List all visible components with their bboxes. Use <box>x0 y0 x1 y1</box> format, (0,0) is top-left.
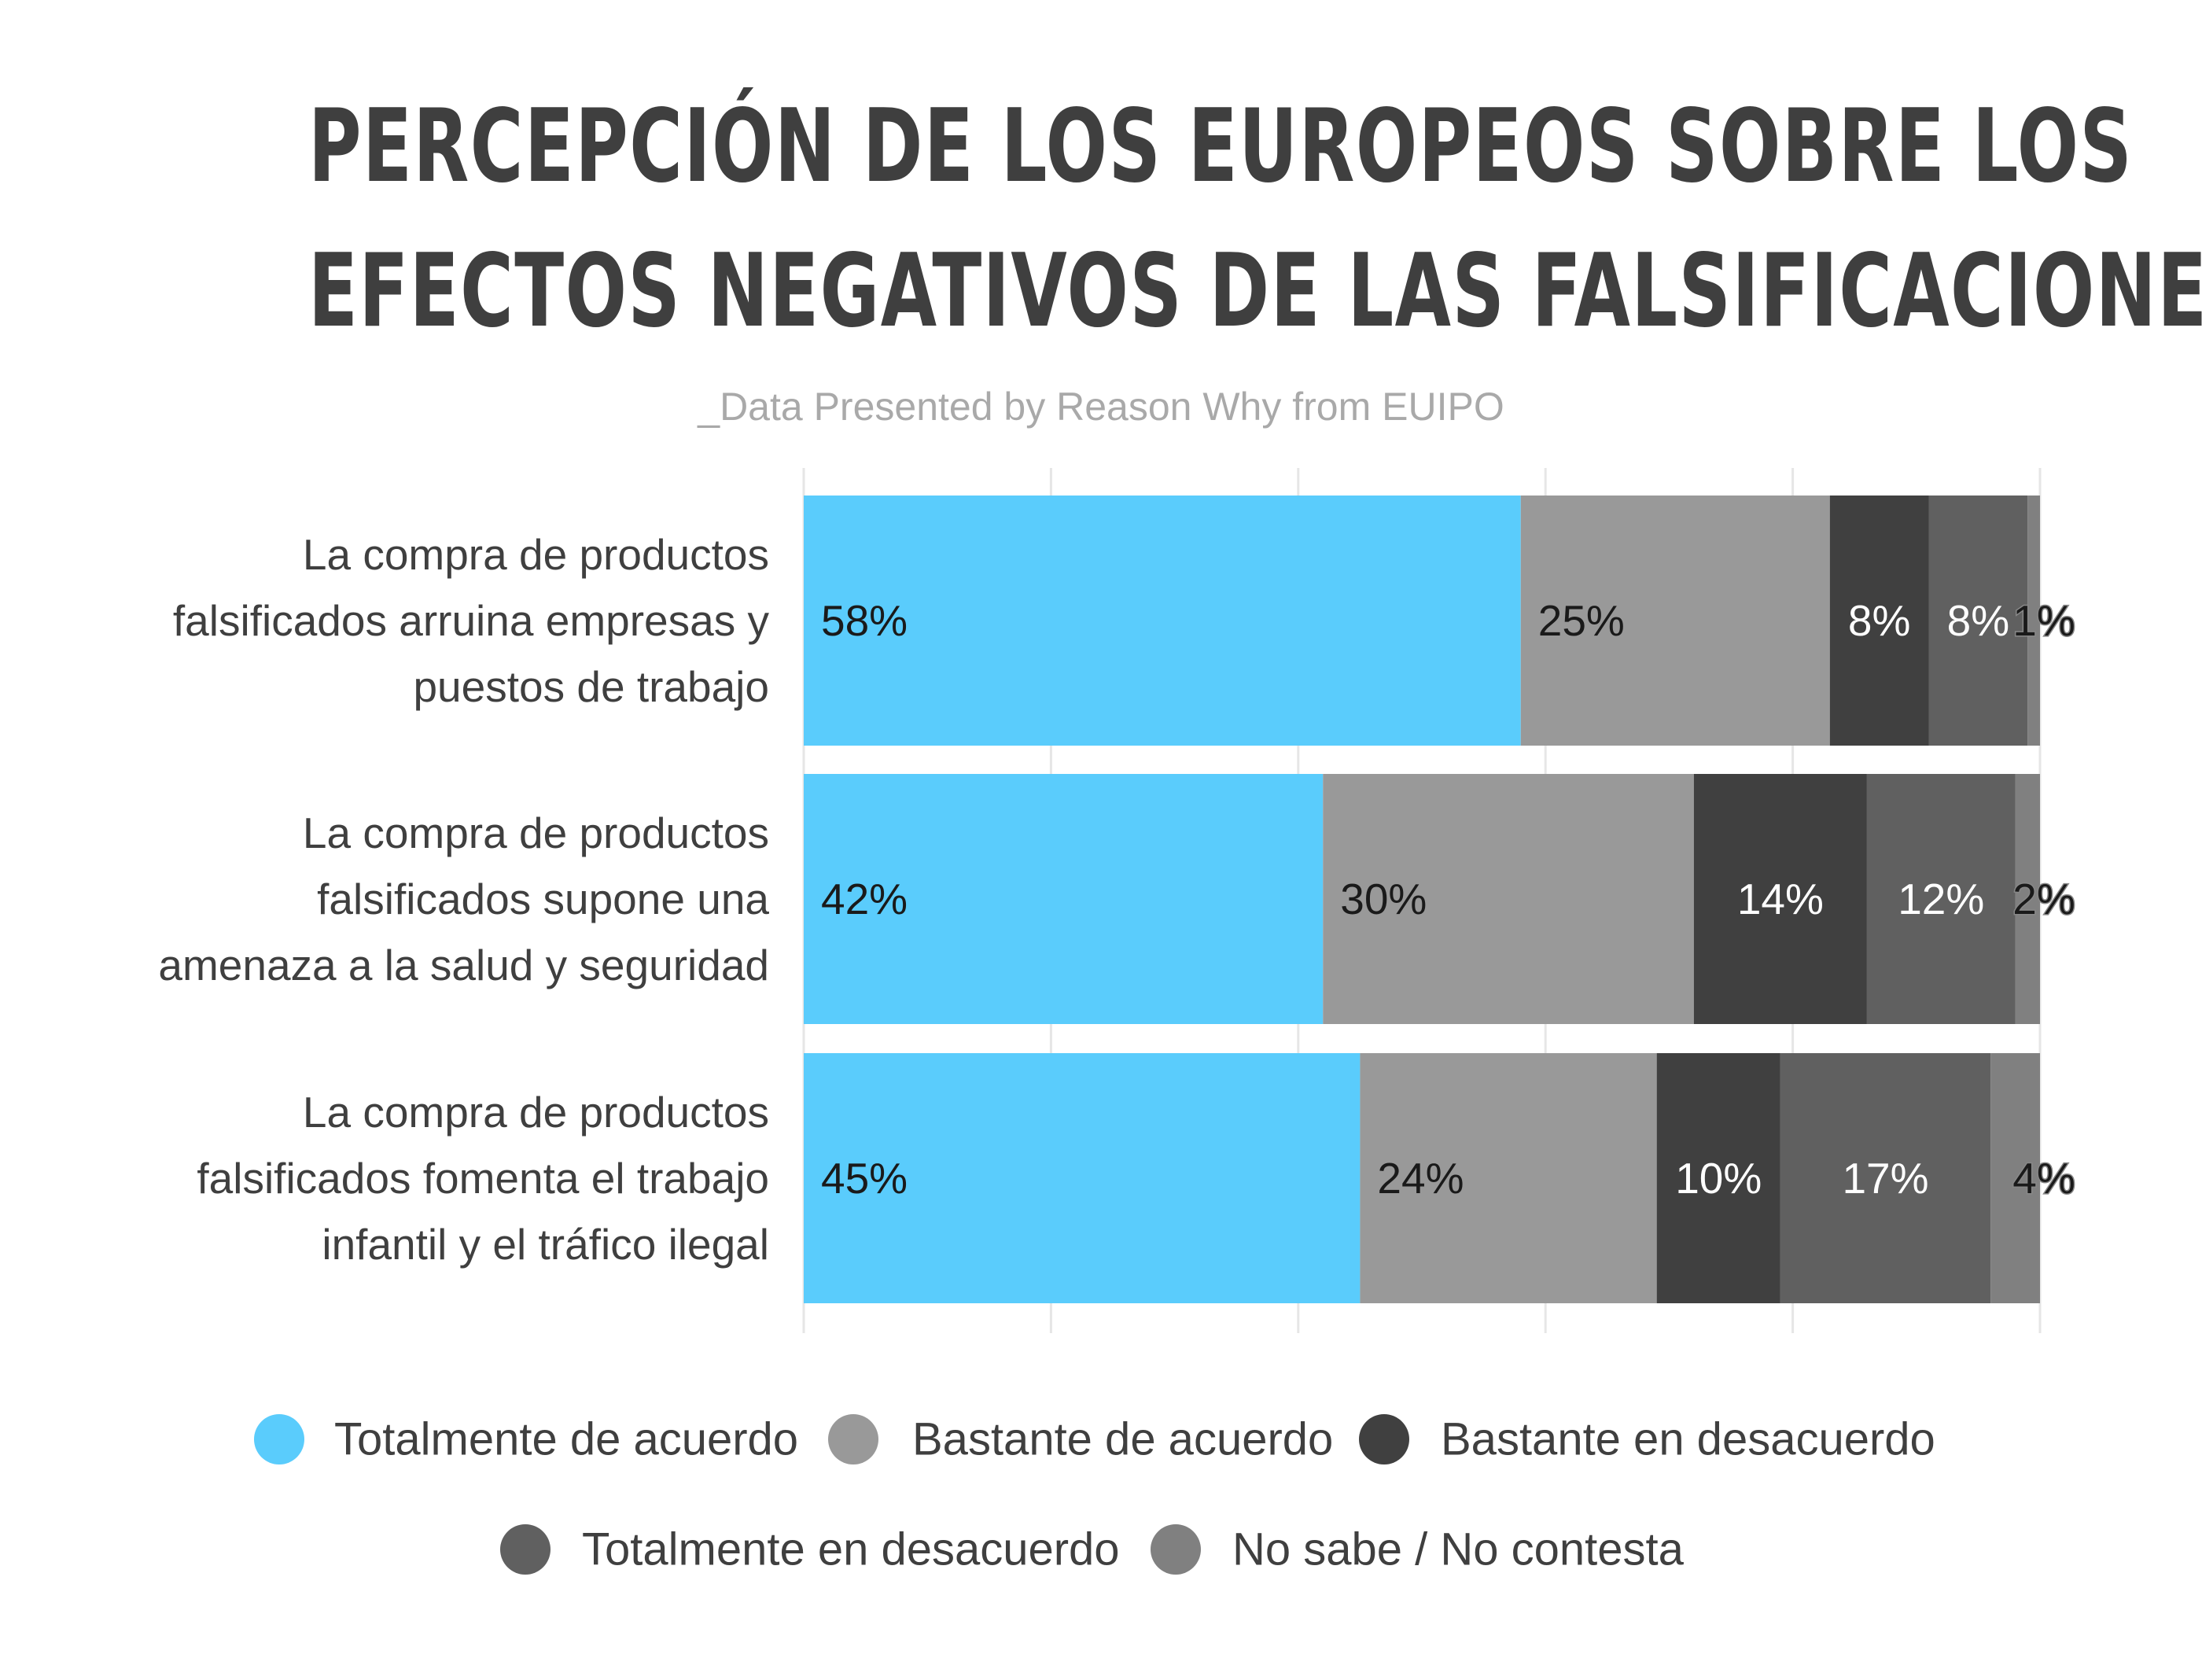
legend-label: Totalmente de acuerdo <box>334 1414 798 1465</box>
category-label: La compra de productos <box>303 1088 769 1137</box>
bar-segment <box>1928 496 2028 746</box>
value-label: 45% <box>821 1154 908 1203</box>
legend-label: No sabe / No contesta <box>1232 1524 1685 1575</box>
value-label: 4% <box>2012 1154 2075 1203</box>
category-label: La compra de productos <box>303 809 769 857</box>
value-label: 10% <box>1675 1154 1762 1203</box>
legend-swatch <box>1151 1524 1201 1575</box>
legend-swatch <box>254 1414 304 1464</box>
value-label: 8% <box>1947 596 2010 645</box>
legend-label: Bastante en desacuerdo <box>1441 1414 1935 1465</box>
chart-subtitle: _Data Presented by Reason Why from EUIPO <box>698 385 1504 429</box>
bar-segment <box>1520 496 1830 746</box>
bar-segment <box>1656 1053 1780 1303</box>
title-line-1: PERCEPCIÓN DE LOS EUROPEOS SOBRE LOS <box>307 88 2134 205</box>
value-label: 42% <box>821 875 908 923</box>
bar-segment <box>1990 1053 2040 1303</box>
bar-segment <box>2027 496 2040 746</box>
legend-label: Bastante de acuerdo <box>912 1414 1333 1465</box>
value-label: 24% <box>1377 1154 1464 1203</box>
bars-group <box>804 496 2040 1303</box>
bar-segment <box>804 496 1521 746</box>
category-label: falsificados arruina empresas y <box>173 596 770 645</box>
category-label: La compra de productos <box>303 530 769 579</box>
bar-segment <box>1323 774 1694 1024</box>
bar-segment <box>1780 1053 1991 1303</box>
value-label: 8% <box>1848 596 1911 645</box>
legend-label: Totalmente en desacuerdo <box>582 1524 1120 1575</box>
value-label: 25% <box>1538 596 1625 645</box>
title-line-2: EFECTOS NEGATIVOS DE LAS FALSIFICACIONES <box>307 233 2202 350</box>
bar-segment <box>1693 774 1867 1024</box>
bar-segment <box>2015 774 2040 1024</box>
value-label: 17% <box>1842 1154 1928 1203</box>
value-label: 58% <box>821 596 908 645</box>
category-label: falsificados fomenta el trabajo <box>197 1154 769 1203</box>
legend-swatch <box>500 1524 550 1575</box>
bar-segment <box>1829 496 1929 746</box>
category-labels-group: La compra de productos falsificados arrui… <box>158 530 769 1269</box>
category-label: falsificados supone una <box>317 875 769 923</box>
bar-segment <box>804 1053 1361 1303</box>
value-labels-group: 58% 25% 8% 8% 1%42% 30% 14% 12% 2%45% 24% 10% 17% 4% <box>821 595 2076 1204</box>
bar-segment <box>804 774 1324 1024</box>
bar-segment <box>1866 774 2016 1024</box>
category-label: amenaza a la salud y seguridad <box>158 941 769 989</box>
category-label: puestos de trabajo <box>413 662 769 711</box>
value-label: 1% <box>2012 596 2075 645</box>
value-label: 12% <box>1898 875 1984 923</box>
category-label: infantil y el tráfico ilegal <box>322 1220 769 1269</box>
value-label: 2% <box>2012 875 2075 923</box>
legend-swatch <box>828 1414 878 1464</box>
chart-title: PERCEPCIÓN DE LOS EUROPEOS SOBRE LOS EFE… <box>307 75 2202 364</box>
bar-segment <box>1360 1053 1657 1303</box>
legend: Totalmente de acuerdo Bastante de acuerdo… <box>254 1414 1935 1575</box>
value-label: 30% <box>1340 875 1427 923</box>
value-label: 14% <box>1737 875 1824 923</box>
legend-swatch <box>1359 1414 1409 1464</box>
